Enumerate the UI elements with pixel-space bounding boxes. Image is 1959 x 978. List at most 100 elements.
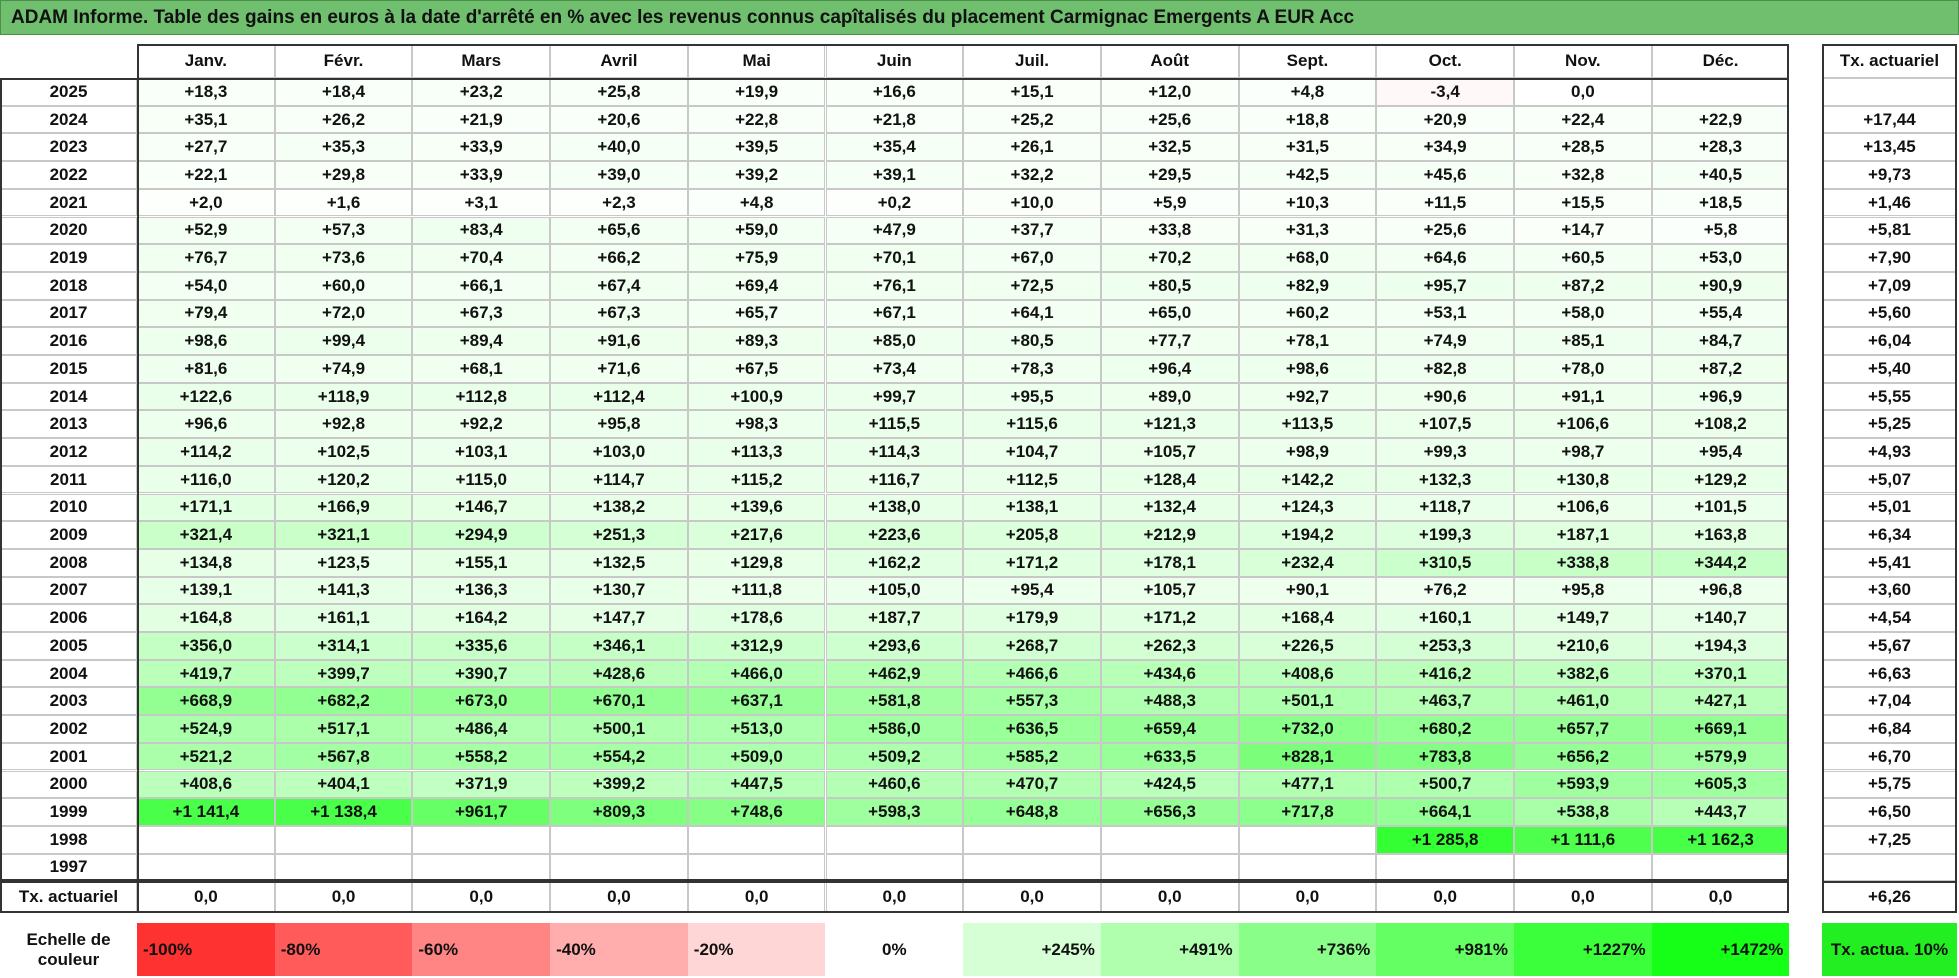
year-label: 1998 (0, 825, 137, 854)
gain-cell: +113,5 (1238, 410, 1377, 439)
gain-cell: +18,8 (1238, 105, 1377, 134)
gain-cell: +111,8 (687, 576, 826, 605)
gain-cell: +356,0 (137, 632, 275, 660)
gain-cell: +98,6 (1238, 355, 1377, 383)
gain-cell: +648,8 (963, 798, 1101, 826)
year-label: 2017 (0, 299, 137, 328)
gain-cell: +18,5 (1651, 188, 1790, 217)
gain-cell: +558,2 (412, 742, 551, 771)
gain-cell: +105,7 (1100, 438, 1239, 466)
gain-cell: +5,9 (1100, 188, 1239, 217)
gain-cell: +521,2 (137, 742, 275, 771)
gain-cell: +47,9 (825, 216, 964, 245)
gain-cell: +71,6 (550, 355, 688, 383)
gain-cell: +335,6 (412, 632, 551, 660)
gain-cell: +139,6 (687, 493, 826, 522)
gain-cell (274, 825, 413, 854)
gain-cell: +58,0 (1514, 299, 1652, 328)
gain-cell: +1 141,4 (137, 798, 275, 826)
gain-cell: +664,1 (1376, 798, 1514, 826)
gain-cell: +179,9 (963, 604, 1101, 632)
scale-label: Echelle de couleur (26, 929, 111, 969)
gain-cell: +717,8 (1238, 798, 1377, 826)
gain-cell: +15,1 (963, 78, 1101, 106)
gain-cell: +105,7 (1100, 576, 1239, 605)
gain-cell: +23,2 (412, 78, 551, 106)
gain-cell: +29,5 (1100, 161, 1239, 189)
gain-cell: +67,4 (550, 271, 688, 300)
gain-cell: +33,9 (412, 161, 551, 189)
gain-cell: +32,5 (1100, 133, 1239, 162)
year-label: 2013 (0, 410, 137, 439)
gain-cell: +585,2 (963, 742, 1101, 771)
gain-cell: +95,8 (550, 410, 688, 439)
gain-cell: +1 138,4 (274, 798, 413, 826)
gain-cell: +783,8 (1376, 742, 1514, 771)
gain-cell: +312,9 (687, 632, 826, 660)
gain-cell: +171,2 (1100, 604, 1239, 632)
rate-cell: +5,41 (1822, 548, 1957, 577)
gain-cell: +1 111,6 (1514, 825, 1652, 854)
gain-cell: +70,2 (1100, 244, 1239, 272)
gain-cell: +463,7 (1376, 687, 1514, 716)
gain-cell: +371,9 (412, 770, 551, 799)
scale-step: 0% (825, 923, 964, 976)
gain-cell: +466,6 (963, 659, 1101, 688)
gain-cell: +98,6 (137, 327, 275, 355)
gain-cell: +513,0 (687, 715, 826, 743)
month-header: Janv. (137, 44, 275, 78)
gain-cell: +20,6 (550, 105, 688, 134)
gain-cell: +82,9 (1238, 271, 1377, 300)
gain-cell: +101,5 (1651, 493, 1790, 522)
gain-cell: +73,6 (274, 244, 413, 272)
gain-cell: +35,4 (825, 133, 964, 162)
gain-cell (1238, 825, 1377, 854)
gain-cell: +15,5 (1514, 188, 1652, 217)
gain-cell: +80,5 (1100, 271, 1239, 300)
gain-cell: +194,3 (1651, 632, 1790, 660)
gain-cell: +22,8 (687, 105, 826, 134)
year-label: 2001 (0, 742, 137, 771)
gain-cell: +26,1 (963, 133, 1101, 162)
gain-cell (687, 825, 826, 854)
gain-cell: +28,3 (1651, 133, 1790, 162)
gain-cell (963, 853, 1101, 882)
gain-cell: +205,8 (963, 521, 1101, 549)
gain-cell: +74,9 (1376, 327, 1514, 355)
gain-cell: +104,7 (963, 438, 1101, 466)
gain-cell: +99,7 (825, 382, 964, 411)
gain-cell: +130,8 (1514, 465, 1652, 494)
year-label: 1999 (0, 798, 137, 826)
gain-cell: +251,3 (550, 521, 688, 549)
rate-cell: +7,04 (1822, 687, 1957, 716)
gain-cell: +1,6 (274, 188, 413, 217)
gain-cell: +134,8 (137, 548, 275, 577)
gain-cell: +91,1 (1514, 382, 1652, 411)
gain-cell: +70,1 (825, 244, 964, 272)
gain-cell: +399,2 (550, 770, 688, 799)
gain-cell: +11,5 (1376, 188, 1514, 217)
gain-cell: +581,8 (825, 687, 964, 716)
gain-cell: +83,4 (412, 216, 551, 245)
gain-cell: +509,0 (687, 742, 826, 771)
gain-cell: +5,8 (1651, 216, 1790, 245)
gain-cell: +501,1 (1238, 687, 1377, 716)
year-label: 2016 (0, 327, 137, 355)
gain-cell: +682,2 (274, 687, 413, 716)
gain-cell: +130,7 (550, 576, 688, 605)
gain-cell (1514, 853, 1652, 882)
gain-cell: +112,5 (963, 465, 1101, 494)
gain-cell: +0,2 (825, 188, 964, 217)
gain-cell: +95,5 (963, 382, 1101, 411)
rate-cell: +6,84 (1822, 715, 1957, 743)
gain-cell: +73,4 (825, 355, 964, 383)
gain-cell: +123,5 (274, 548, 413, 577)
gain-cell: +66,1 (412, 271, 551, 300)
gain-cell: +33,8 (1100, 216, 1239, 245)
gain-cell: +673,0 (412, 687, 551, 716)
footer-rate: +6,26 (1822, 881, 1957, 914)
rate-cell: +5,60 (1822, 299, 1957, 328)
gain-cell: +114,2 (137, 438, 275, 466)
gain-cell: +21,9 (412, 105, 551, 134)
footer-cell: 0,0 (412, 881, 551, 914)
